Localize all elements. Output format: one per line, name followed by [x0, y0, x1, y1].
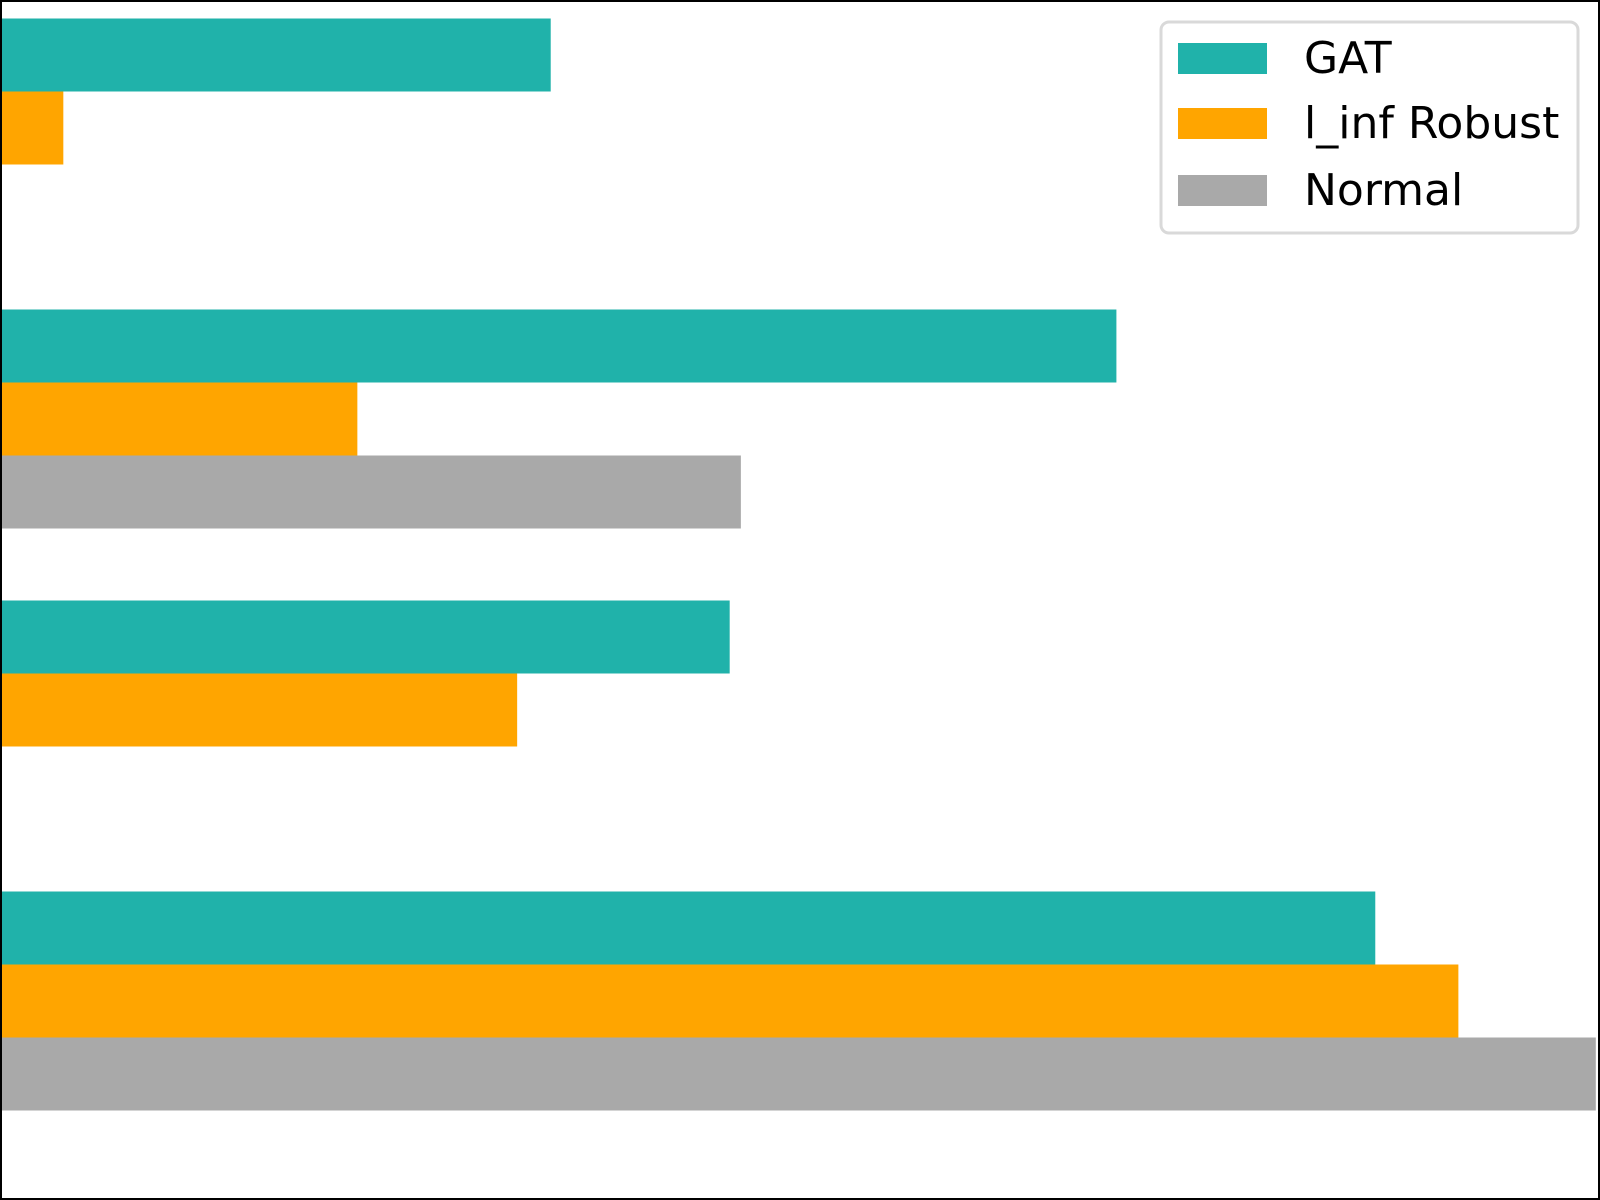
- bar-l-inf-robust-group-2: [1, 382, 358, 456]
- bar-gat-group-2: [1, 309, 1117, 383]
- bar-gat-group-1: [1, 18, 551, 92]
- legend-swatch-gat: [1178, 43, 1267, 74]
- bar-gat-group-4: [1, 891, 1376, 965]
- legend-swatch-normal: [1178, 175, 1267, 206]
- bar-gat-group-3: [1, 600, 730, 674]
- bar-l-inf-robust-group-4: [1, 964, 1459, 1038]
- legend-label-normal: Normal: [1304, 165, 1463, 216]
- bar-l-inf-robust-group-1: [1, 91, 64, 165]
- legend: GAT l_inf Robust Normal: [1159, 20, 1580, 235]
- bars-layer: [1, 18, 1596, 1111]
- legend-label-linf-robust: l_inf Robust: [1304, 98, 1559, 149]
- bar-normal-group-2: [1, 455, 741, 529]
- bar-normal-group-4: [1, 1037, 1596, 1111]
- bar-l-inf-robust-group-3: [1, 673, 518, 747]
- legend-swatch-linf-robust: [1178, 108, 1267, 139]
- legend-label-gat: GAT: [1304, 33, 1392, 84]
